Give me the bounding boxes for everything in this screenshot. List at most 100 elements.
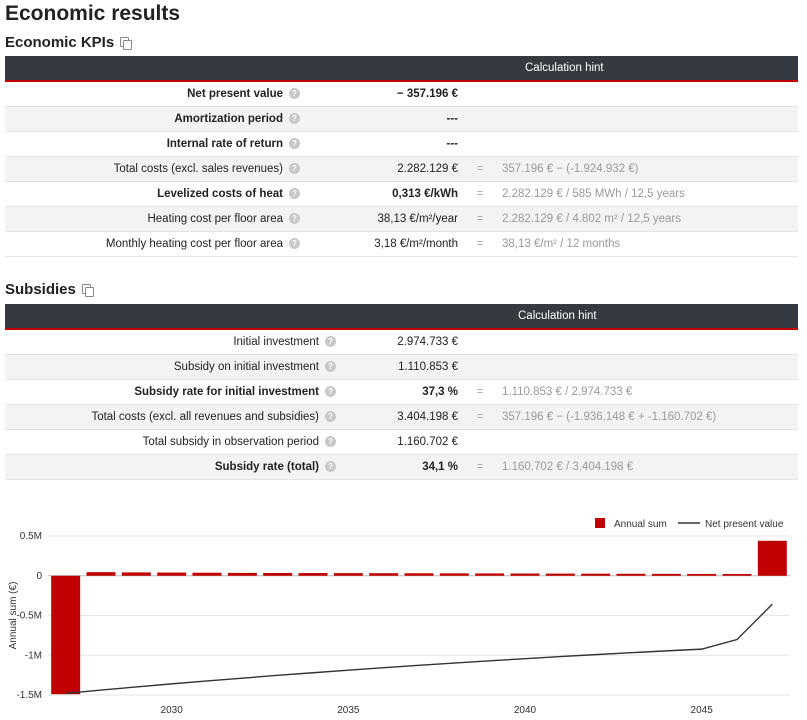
row-value: − 357.196 € bbox=[306, 81, 464, 107]
legend-label-npv: Net present value bbox=[705, 519, 784, 530]
row-hint bbox=[496, 131, 798, 157]
kpis-table-header: Calculation hint bbox=[5, 56, 798, 81]
bar bbox=[192, 572, 222, 576]
kpis-section-title: Economic KPIs bbox=[5, 34, 133, 51]
row-label-cell: Initial investment? bbox=[5, 329, 342, 355]
row-label: Initial investment bbox=[233, 336, 319, 348]
subsidies-table-body: Initial investment? 2.974.733 € Subsidy on… bbox=[5, 329, 798, 480]
question-circle-icon[interactable]: ? bbox=[289, 163, 300, 175]
kpis-table-body: Net present value? − 357.196 € Amortizatio… bbox=[5, 81, 798, 257]
row-hint: 2.282.129 € / 585 MWh / 12,5 years bbox=[496, 181, 798, 207]
legend-bar-swatch bbox=[595, 518, 605, 528]
row-value: --- bbox=[306, 106, 464, 132]
table-row: Internal rate of return? --- bbox=[5, 131, 798, 157]
kpis-table: Calculation hint Net present value? − 357… bbox=[5, 56, 798, 257]
subsidies-section-title: Subsidies bbox=[5, 281, 94, 298]
row-label-cell: Subsidy rate for initial investment? bbox=[5, 379, 342, 405]
bar bbox=[510, 573, 540, 576]
row-value: --- bbox=[306, 131, 464, 157]
row-hint: 357.196 € − (-1.936.148 € + -1.160.702 €… bbox=[496, 404, 798, 430]
row-label: Amortization period bbox=[174, 113, 283, 125]
row-label: Subsidy rate (total) bbox=[214, 461, 319, 473]
bar bbox=[581, 573, 611, 576]
y-tick-label: -1M bbox=[25, 650, 42, 661]
equals-sign bbox=[464, 354, 496, 380]
calculation-hint-header: Calculation hint bbox=[525, 62, 604, 74]
question-circle-icon[interactable]: ? bbox=[289, 238, 300, 250]
row-label-cell: Levelized costs of heat? bbox=[5, 181, 306, 207]
question-circle-icon[interactable]: ? bbox=[325, 411, 336, 423]
equals-sign: = bbox=[464, 404, 496, 430]
equals-sign: = bbox=[464, 231, 496, 257]
y-tick-label: 0.5M bbox=[20, 531, 42, 542]
table-row: Total costs (excl. all revenues and subs… bbox=[5, 404, 798, 430]
row-hint bbox=[496, 429, 798, 455]
row-value: 3.404.198 € bbox=[342, 404, 464, 430]
table-row: Levelized costs of heat? 0,313 €/kWh = 2.28… bbox=[5, 181, 798, 207]
row-value: 37,3 % bbox=[342, 379, 464, 405]
legend-label-annual-sum: Annual sum bbox=[614, 519, 667, 530]
y-tick-label: -0.5M bbox=[16, 611, 42, 622]
table-row: Heating cost per floor area? 38,13 €/m²/y… bbox=[5, 206, 798, 232]
x-tick-label: 2045 bbox=[691, 705, 714, 716]
question-circle-icon[interactable]: ? bbox=[325, 336, 336, 348]
equals-sign: = bbox=[464, 454, 496, 480]
row-label-cell: Internal rate of return? bbox=[5, 131, 306, 157]
row-hint bbox=[496, 329, 798, 355]
table-row: Net present value? − 357.196 € bbox=[5, 81, 798, 107]
equals-sign: = bbox=[464, 206, 496, 232]
row-hint: 357.196 € − (-1.924.932 €) bbox=[496, 156, 798, 182]
bar bbox=[722, 574, 752, 576]
row-hint: 38,13 €/m² / 12 months bbox=[496, 231, 798, 257]
question-circle-icon[interactable]: ? bbox=[325, 386, 336, 398]
question-circle-icon[interactable]: ? bbox=[325, 436, 336, 448]
copy-icon[interactable] bbox=[120, 37, 133, 50]
question-circle-icon[interactable]: ? bbox=[325, 461, 336, 473]
row-label: Heating cost per floor area bbox=[147, 213, 283, 225]
row-value: 2.282.129 € bbox=[306, 156, 464, 182]
row-value: 3,18 €/m²/month bbox=[306, 231, 464, 257]
row-value: 1.110.853 € bbox=[342, 354, 464, 380]
bar bbox=[651, 573, 681, 576]
question-circle-icon[interactable]: ? bbox=[289, 88, 300, 100]
row-hint: 2.282.129 € / 4.802 m² / 12,5 years bbox=[496, 206, 798, 232]
row-label-cell: Heating cost per floor area? bbox=[5, 206, 306, 232]
row-label: Total subsidy in observation period bbox=[142, 436, 319, 448]
equals-sign bbox=[464, 131, 496, 157]
question-circle-icon[interactable]: ? bbox=[289, 138, 300, 150]
question-circle-icon[interactable]: ? bbox=[325, 361, 336, 373]
bar bbox=[157, 572, 187, 576]
row-label-cell: Monthly heating cost per floor area? bbox=[5, 231, 306, 257]
bar bbox=[86, 572, 116, 576]
row-label-cell: Total subsidy in observation period? bbox=[5, 429, 342, 455]
x-tick-label: 2040 bbox=[514, 705, 537, 716]
row-label-cell: Subsidy rate (total)? bbox=[5, 454, 342, 480]
bar bbox=[475, 573, 505, 576]
page-title: Economic results bbox=[5, 2, 181, 25]
row-label-cell: Subsidy on initial investment? bbox=[5, 354, 342, 380]
row-value: 2.974.733 € bbox=[342, 329, 464, 355]
row-label: Total costs (excl. sales revenues) bbox=[113, 163, 283, 175]
x-tick-label: 2030 bbox=[161, 705, 184, 716]
row-label: Net present value bbox=[187, 88, 283, 100]
bar bbox=[757, 540, 787, 576]
y-tick-label: 0 bbox=[36, 571, 42, 582]
equals-sign: = bbox=[464, 156, 496, 182]
equals-sign: = bbox=[464, 379, 496, 405]
subsidies-table-header: Calculation hint bbox=[5, 304, 798, 329]
table-row: Total costs (excl. sales revenues)? 2.282… bbox=[5, 156, 798, 182]
row-label-cell: Total costs (excl. all revenues and subs… bbox=[5, 404, 342, 430]
row-hint bbox=[496, 106, 798, 132]
bar bbox=[404, 573, 434, 576]
subsidies-table: Calculation hint Initial investment? 2.97… bbox=[5, 304, 798, 480]
x-tick-label: 2035 bbox=[337, 705, 360, 716]
question-circle-icon[interactable]: ? bbox=[289, 213, 300, 225]
row-hint: 1.160.702 € / 3.404.198 € bbox=[496, 454, 798, 480]
row-value: 34,1 % bbox=[342, 454, 464, 480]
copy-icon[interactable] bbox=[81, 284, 94, 297]
table-row: Initial investment? 2.974.733 € bbox=[5, 329, 798, 355]
question-circle-icon[interactable]: ? bbox=[289, 188, 300, 200]
bar bbox=[616, 573, 646, 576]
bar bbox=[369, 573, 399, 576]
question-circle-icon[interactable]: ? bbox=[289, 113, 300, 125]
